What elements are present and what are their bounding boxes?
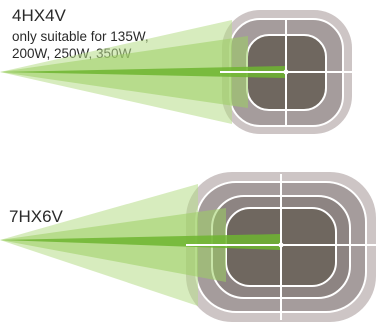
bottom-model-label: 7HX6V bbox=[9, 207, 63, 226]
bottom-beam-medium bbox=[0, 208, 226, 282]
top-compatibility-note-line1: only suitable for 135W, bbox=[12, 29, 149, 44]
top-beam-core bbox=[0, 66, 286, 78]
top-center-point bbox=[283, 69, 289, 75]
top-beam-pattern bbox=[0, 10, 352, 134]
bottom-beam-pattern bbox=[0, 172, 376, 322]
top-model-label: 4HX4V bbox=[12, 6, 66, 25]
bottom-center-point bbox=[278, 242, 284, 248]
